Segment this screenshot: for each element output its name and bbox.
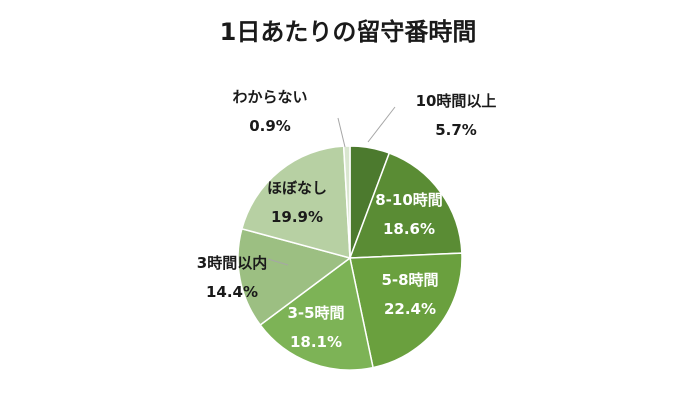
slice-labels: 10時間以上 5.7% 8-10時間 18.6% 5-8時間 22.4% 3-5時間 18.1…: [197, 88, 497, 351]
slice-value-3: 18.1%: [290, 333, 342, 351]
leader-line-4: [267, 258, 289, 266]
leader-line-0: [367, 106, 396, 143]
pie-slice-5: [240, 145, 351, 259]
slice-name-6: わからない: [232, 88, 307, 106]
pie-slice-1: [348, 152, 463, 259]
slice-value-1: 18.6%: [383, 220, 435, 238]
slice-name-0: 10時間以上: [416, 92, 497, 110]
slice-name-1: 8-10時間: [375, 191, 443, 209]
pie-slice-3: [259, 256, 374, 371]
slice-value-4: 14.4%: [206, 283, 258, 301]
pie-slice-6: [342, 145, 351, 259]
pie-slice-2: [349, 252, 463, 369]
slice-value-0: 5.7%: [435, 121, 477, 139]
chart-title: 1日あたりの留守番時間: [220, 18, 477, 46]
leader-lines: [267, 106, 396, 266]
slice-value-5: 19.9%: [271, 208, 323, 226]
slice-value-6: 0.9%: [249, 117, 291, 135]
slice-name-4: 3時間以内: [197, 254, 267, 272]
pie-slice-4: [237, 227, 352, 327]
slice-name-3: 3-5時間: [287, 304, 344, 322]
slice-name-5: ほぼなし: [267, 179, 327, 197]
pie-slices: [237, 145, 463, 371]
slice-name-2: 5-8時間: [381, 271, 438, 289]
leader-line-6: [337, 117, 346, 148]
slice-value-2: 22.4%: [384, 300, 436, 318]
